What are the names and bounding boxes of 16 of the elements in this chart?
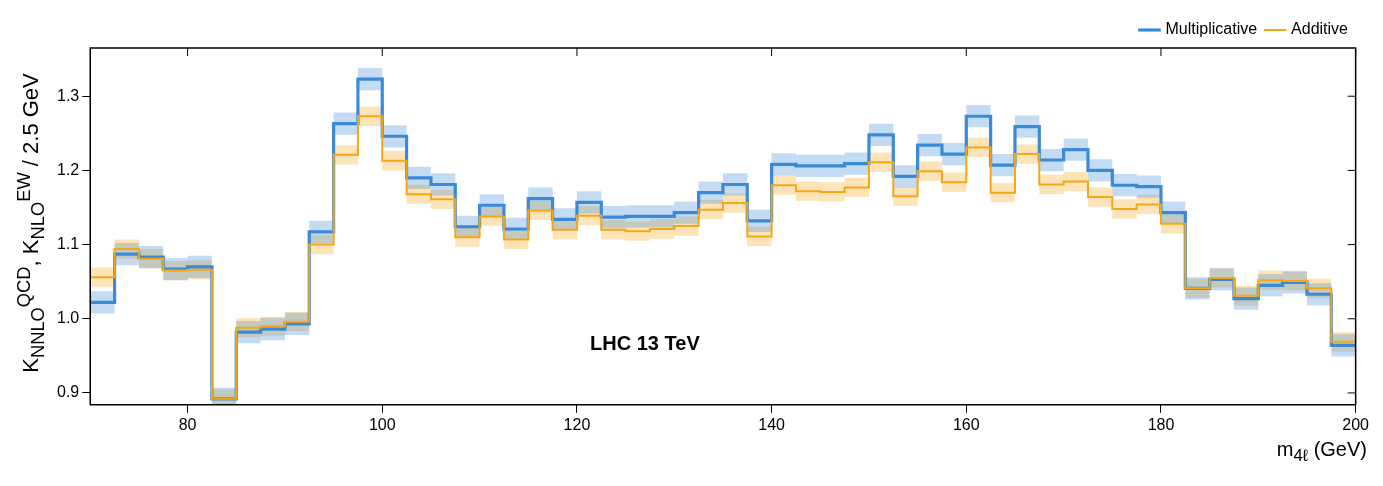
x-axis-title: m$_{4ℓ}$ (GeV) [1275,438,1368,466]
y-tick-label: 1.0 [56,309,80,327]
x-tick-label: 180 [1147,415,1175,433]
y-tick-label: 1.2 [56,160,80,178]
legend-label: Multiplicative [1165,20,1258,38]
y-tick-label: 1.1 [56,234,80,252]
x-tick-label: 80 [178,415,197,433]
annotation: LHC 13 TeV [590,331,701,354]
legend-label: Additive [1291,20,1349,38]
x-tick-label: 120 [563,415,591,433]
x-tick-label: 100 [368,415,396,433]
y-tick-label: 1.3 [56,86,80,104]
x-tick-label: 200 [1342,415,1370,433]
x-tick-label: 140 [758,415,786,433]
y-tick-label: 0.9 [56,383,80,401]
x-tick-label: 160 [952,415,980,433]
